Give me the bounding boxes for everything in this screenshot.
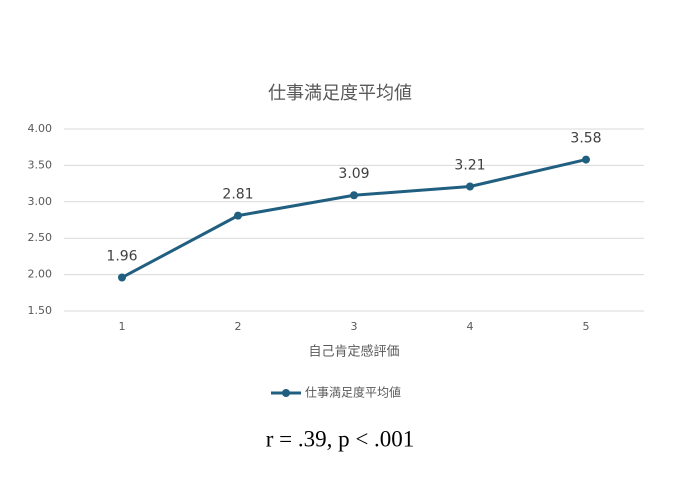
y-tick-label: 3.50 — [28, 158, 53, 171]
annotation: r = .39, p < .001 — [266, 426, 415, 451]
x-tick-label: 2 — [235, 320, 242, 333]
point — [466, 182, 474, 191]
data-label: 3.58 — [570, 131, 601, 147]
x-tick-label: 5 — [583, 320, 590, 333]
point — [582, 155, 590, 164]
legend-marker — [282, 389, 290, 397]
point — [118, 273, 126, 282]
y-tick-label: 4.00 — [28, 122, 53, 135]
data-label: 1.96 — [106, 249, 137, 265]
data-label: 3.09 — [338, 166, 369, 182]
x-tick-label: 1 — [119, 320, 126, 333]
y-tick-label: 2.00 — [28, 268, 53, 281]
legend-label: 仕事満足度平均値 — [305, 385, 401, 400]
y-tick-label: 1.50 — [28, 304, 53, 317]
data-label: 3.21 — [454, 158, 485, 174]
y-tick-label: 2.50 — [28, 231, 53, 244]
x-axis-title: 自己肯定感評価 — [308, 344, 399, 360]
chart-title: 仕事満足度平均値 — [268, 83, 412, 104]
point — [350, 191, 358, 200]
x-tick-label: 3 — [351, 320, 358, 333]
point — [234, 211, 242, 220]
data-label: 2.81 — [222, 187, 253, 203]
y-tick-label: 3.00 — [28, 195, 53, 208]
x-tick-label: 4 — [467, 320, 474, 333]
